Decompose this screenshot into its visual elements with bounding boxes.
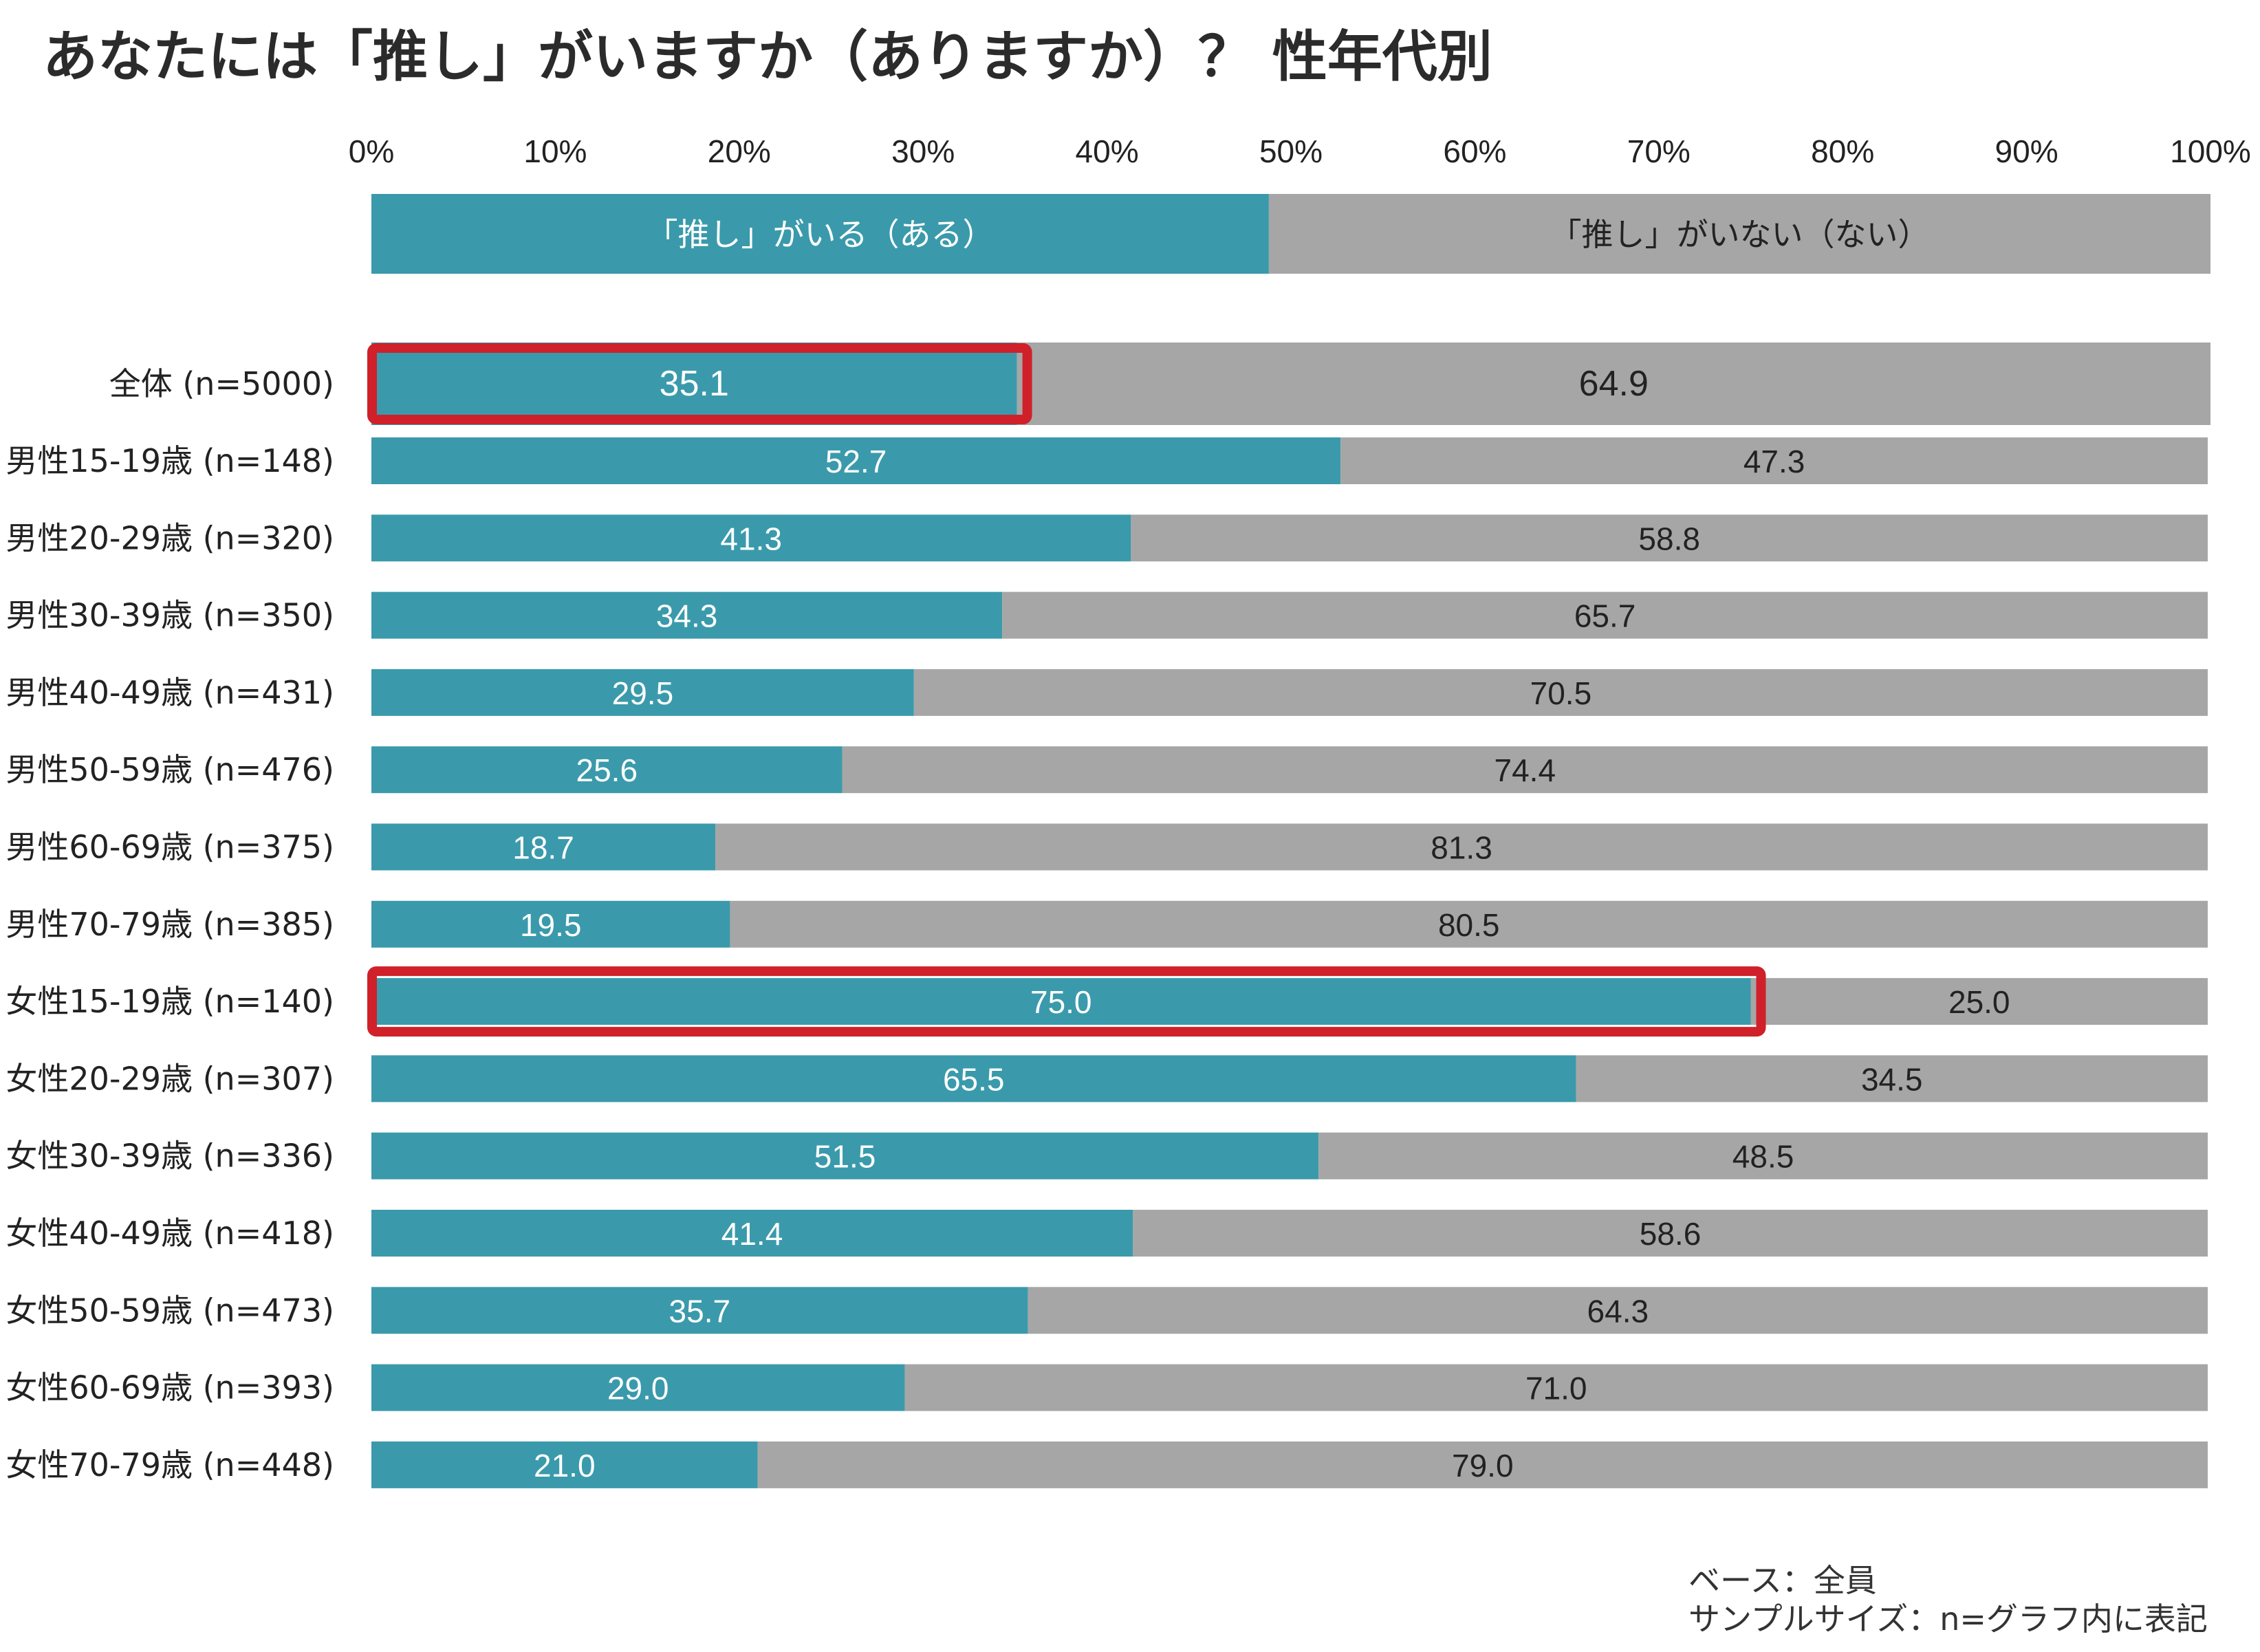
bar-label-yes: 35.7	[669, 1293, 731, 1329]
x-tick-label: 90%	[1995, 133, 2058, 169]
legend-bar-yes	[371, 194, 1269, 274]
category-label: 女性15-19歳 (n=140)	[6, 983, 334, 1020]
bar-yes	[371, 823, 716, 871]
bar-yes	[371, 1441, 758, 1488]
bar-yes	[371, 1132, 1319, 1180]
bar-no	[904, 1364, 2208, 1411]
legend-label-no: 「推し」がいない（ない）	[1550, 216, 1929, 253]
bar-label-yes: 29.0	[607, 1371, 669, 1406]
bar-label-no: 58.6	[1640, 1216, 1702, 1252]
bar-yes	[371, 514, 1131, 562]
highlight-box	[367, 343, 1032, 424]
chart-title: あなたには「推し」がいますか（ありますか）？ 性年代別	[43, 25, 1492, 89]
x-tick-label: 20%	[708, 133, 771, 169]
bar-label-no: 64.3	[1587, 1293, 1649, 1329]
bar-yes	[371, 978, 1751, 1025]
bar-yes	[371, 1055, 1576, 1102]
bar-label-yes: 29.5	[612, 675, 674, 711]
bar-label-no: 71.0	[1525, 1371, 1587, 1406]
bar-no	[1750, 978, 2208, 1025]
bar-label-yes: 41.3	[720, 521, 782, 556]
bar-label-no: 58.8	[1638, 521, 1700, 556]
bar-label-no: 81.3	[1431, 830, 1492, 866]
bar-no	[1576, 1055, 2208, 1102]
highlight-box	[367, 966, 1766, 1037]
bar-label-no: 25.0	[1948, 984, 2010, 1020]
category-label: 男性20-29歳 (n=320)	[6, 519, 334, 556]
bar-no	[913, 669, 2208, 716]
bar-yes	[371, 746, 843, 794]
category-label: 女性60-69歳 (n=393)	[6, 1369, 334, 1406]
category-label: 女性50-59歳 (n=473)	[6, 1292, 334, 1329]
bar-label-no: 65.7	[1574, 598, 1636, 634]
bar-yes	[371, 591, 1003, 639]
x-tick-label: 60%	[1443, 133, 1506, 169]
bar-label-yes: 75.0	[1030, 984, 1092, 1020]
category-label: 女性40-49歳 (n=418)	[6, 1215, 334, 1252]
bar-no	[1340, 437, 2208, 484]
bar-label-no: 64.9	[1579, 364, 1649, 404]
x-tick-label: 50%	[1259, 133, 1323, 169]
bar-label-yes: 25.6	[576, 752, 638, 788]
bar-yes	[371, 669, 914, 716]
bar-yes	[371, 1364, 905, 1411]
bar-label-no: 47.3	[1743, 444, 1805, 479]
x-tick-label: 30%	[891, 133, 955, 169]
bar-yes	[371, 900, 730, 948]
x-tick-label: 80%	[1811, 133, 1874, 169]
bar-no	[1131, 514, 2208, 562]
bar-label-yes: 18.7	[512, 830, 574, 866]
category-label: 女性20-29歳 (n=307)	[6, 1060, 334, 1097]
bar-label-no: 80.5	[1438, 907, 1500, 943]
bar-label-yes: 21.0	[534, 1448, 596, 1483]
bar-label-yes: 65.5	[943, 1061, 1005, 1097]
bar-no	[715, 823, 2208, 871]
x-tick-label: 0%	[349, 133, 394, 169]
bar-yes	[371, 343, 1017, 425]
bar-no	[1133, 1210, 2208, 1257]
bar-label-yes: 41.4	[721, 1216, 783, 1252]
bar-label-yes: 34.3	[656, 598, 718, 634]
bar-label-no: 70.5	[1530, 675, 1592, 711]
bar-label-yes: 19.5	[520, 907, 582, 943]
bar-no	[757, 1441, 2208, 1488]
category-label: 女性70-79歳 (n=448)	[6, 1446, 334, 1483]
category-label: 女性30-39歳 (n=336)	[6, 1138, 334, 1175]
bar-label-no: 74.4	[1495, 752, 1556, 788]
footnote-base: ベース：全員	[1688, 1562, 1877, 1599]
bar-no	[1017, 343, 2210, 425]
category-label: 男性40-49歳 (n=431)	[6, 674, 334, 711]
bar-label-yes: 51.5	[814, 1139, 876, 1175]
x-tick-label: 40%	[1076, 133, 1139, 169]
category-label: 男性70-79歳 (n=385)	[6, 906, 334, 943]
bar-label-yes: 52.7	[825, 444, 887, 479]
x-tick-label: 70%	[1627, 133, 1691, 169]
bar-label-no: 79.0	[1452, 1448, 1514, 1483]
bar-label-no: 48.5	[1732, 1139, 1794, 1175]
category-label: 全体 (n=5000)	[109, 365, 334, 402]
bar-yes	[371, 1287, 1028, 1334]
bar-no	[1028, 1287, 2208, 1334]
footnote-sample-size: サンプルサイズ：n=グラフ内に表記	[1688, 1600, 2208, 1638]
legend-bar-no	[1268, 194, 2210, 274]
category-label: 男性60-69歳 (n=375)	[6, 829, 334, 866]
bar-yes	[371, 1210, 1133, 1257]
bar-no	[842, 746, 2208, 794]
category-label: 男性15-19歳 (n=148)	[6, 442, 334, 479]
legend-label-yes: 「推し」がいる（ある）	[646, 216, 994, 253]
bar-label-no: 34.5	[1861, 1061, 1923, 1097]
category-label: 男性30-39歳 (n=350)	[6, 597, 334, 634]
bar-yes	[371, 437, 1341, 484]
bar-no	[1318, 1132, 2208, 1180]
x-tick-label: 100%	[2170, 133, 2251, 169]
bar-label-yes: 35.1	[660, 364, 729, 404]
bar-no	[730, 900, 2208, 948]
x-tick-label: 10%	[523, 133, 587, 169]
category-label: 男性50-59歳 (n=476)	[6, 751, 334, 788]
bar-no	[1002, 591, 2208, 639]
